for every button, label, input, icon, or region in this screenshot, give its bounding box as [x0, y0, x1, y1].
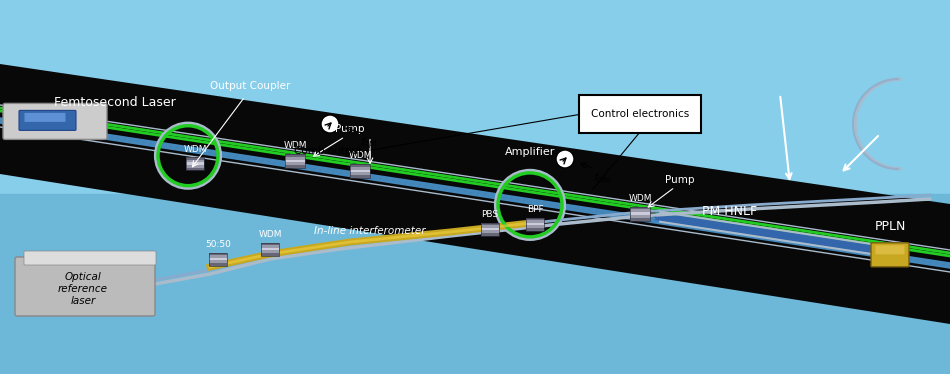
FancyBboxPatch shape	[876, 245, 904, 254]
Bar	[209, 252, 227, 266]
Bar	[186, 162, 204, 165]
Text: Femtosecond Laser: Femtosecond Laser	[54, 95, 176, 108]
Bar	[261, 245, 279, 248]
Bar	[261, 242, 279, 245]
Bar	[526, 228, 544, 230]
Bar	[209, 258, 227, 260]
Text: WDM: WDM	[349, 151, 371, 160]
Bar	[481, 233, 499, 236]
Text: Output Coupler: Output Coupler	[210, 82, 290, 92]
Circle shape	[556, 150, 574, 168]
Bar	[186, 157, 204, 170]
Bar	[209, 255, 227, 258]
Bar	[630, 207, 650, 209]
Bar	[481, 223, 499, 236]
Bar	[261, 250, 279, 253]
Bar	[526, 218, 544, 220]
Bar	[186, 160, 204, 162]
FancyBboxPatch shape	[871, 243, 909, 267]
Text: PM HNLF: PM HNLF	[702, 205, 757, 218]
FancyBboxPatch shape	[24, 251, 156, 265]
Bar	[630, 215, 650, 218]
Bar	[526, 223, 544, 225]
Bar	[285, 162, 305, 165]
Text: Control electronics: Control electronics	[591, 109, 689, 119]
Bar	[186, 157, 204, 160]
Bar	[261, 242, 279, 255]
Bar	[350, 172, 370, 175]
Bar	[261, 248, 279, 250]
Bar	[350, 167, 370, 169]
Bar	[186, 165, 204, 168]
Text: WDM: WDM	[183, 145, 207, 154]
Bar	[350, 169, 370, 172]
Text: Comb output: Comb output	[294, 146, 362, 156]
FancyBboxPatch shape	[25, 113, 66, 122]
FancyBboxPatch shape	[3, 103, 107, 140]
FancyBboxPatch shape	[15, 257, 155, 316]
Bar	[630, 207, 650, 221]
Bar	[285, 157, 305, 160]
Bar	[630, 212, 650, 215]
Bar	[630, 218, 650, 221]
Bar	[526, 218, 544, 230]
Text: Pump: Pump	[335, 125, 365, 134]
Bar	[481, 228, 499, 230]
Bar	[481, 223, 499, 225]
Bar	[285, 154, 305, 168]
Bar	[350, 164, 370, 178]
Bar	[285, 154, 305, 157]
Bar	[526, 225, 544, 228]
Text: WDM: WDM	[258, 230, 282, 239]
Bar	[209, 260, 227, 263]
Text: 50:50: 50:50	[205, 240, 231, 249]
Bar	[285, 160, 305, 162]
FancyBboxPatch shape	[19, 110, 76, 131]
Bar	[526, 220, 544, 223]
Text: Pump: Pump	[665, 175, 694, 185]
Text: WDM: WDM	[283, 141, 307, 150]
Bar	[209, 263, 227, 266]
Bar	[481, 230, 499, 233]
Circle shape	[321, 115, 339, 133]
Text: WDM: WDM	[628, 194, 652, 203]
Text: BPF: BPF	[526, 205, 543, 214]
Polygon shape	[0, 64, 950, 324]
FancyBboxPatch shape	[579, 95, 701, 133]
Bar	[209, 252, 227, 255]
Text: $f_{ceo}$: $f_{ceo}$	[593, 171, 613, 185]
Bar	[350, 175, 370, 178]
Text: PBS: PBS	[482, 210, 499, 219]
Bar	[261, 253, 279, 255]
Bar	[285, 165, 305, 168]
Text: Optical
reference
laser: Optical reference laser	[58, 272, 108, 306]
Text: Amplifier: Amplifier	[504, 147, 555, 157]
Bar	[0, 194, 950, 374]
Bar	[186, 168, 204, 170]
Text: $f_{opt}$: $f_{opt}$	[360, 135, 379, 152]
Bar	[630, 209, 650, 212]
Bar	[481, 225, 499, 228]
Text: In-line interferometer: In-line interferometer	[314, 226, 426, 236]
Text: PPLN: PPLN	[874, 220, 905, 233]
Bar	[350, 164, 370, 167]
